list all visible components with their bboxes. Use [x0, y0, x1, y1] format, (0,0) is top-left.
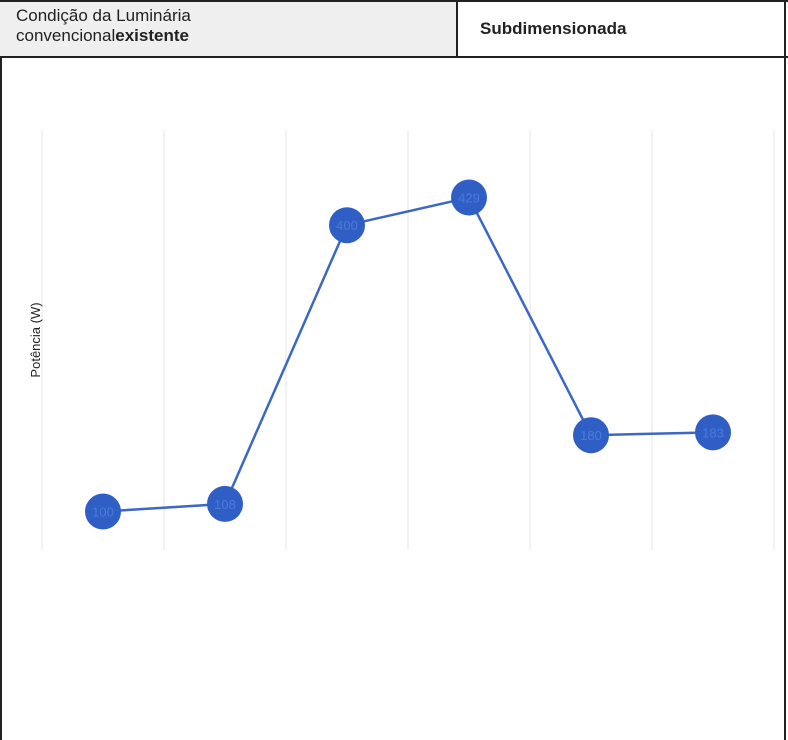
chart-grid [41, 130, 775, 550]
y-axis-label: Potência (W) [28, 302, 43, 377]
condition-label-cell: Condição da Luminária convencionalexiste… [0, 2, 458, 56]
condition-label-line1: Condição da Luminária [16, 6, 191, 25]
condition-label-prefix: convencional [16, 26, 116, 45]
condition-value-cell: Subdimensionada [458, 2, 788, 56]
condition-label-line2: convencionalexistente [16, 26, 456, 46]
data-label: 183 [702, 425, 724, 440]
data-point [329, 207, 365, 244]
data-point [207, 485, 243, 522]
condition-row: Condição da Luminária convencionalexiste… [0, 0, 788, 58]
data-point [573, 417, 609, 454]
data-points: 100 108 400 429 180 183 [85, 179, 731, 530]
data-point [451, 179, 487, 216]
condition-value: Subdimensionada [480, 19, 627, 38]
data-label: 400 [336, 218, 358, 233]
data-label: 100 [92, 505, 114, 520]
data-point [85, 493, 121, 530]
data-label: 180 [580, 428, 602, 443]
condition-label-bold: existente [115, 26, 189, 45]
data-point [695, 414, 731, 451]
data-label: 429 [458, 191, 480, 206]
data-label: 108 [214, 497, 236, 512]
series-line [102, 196, 714, 513]
